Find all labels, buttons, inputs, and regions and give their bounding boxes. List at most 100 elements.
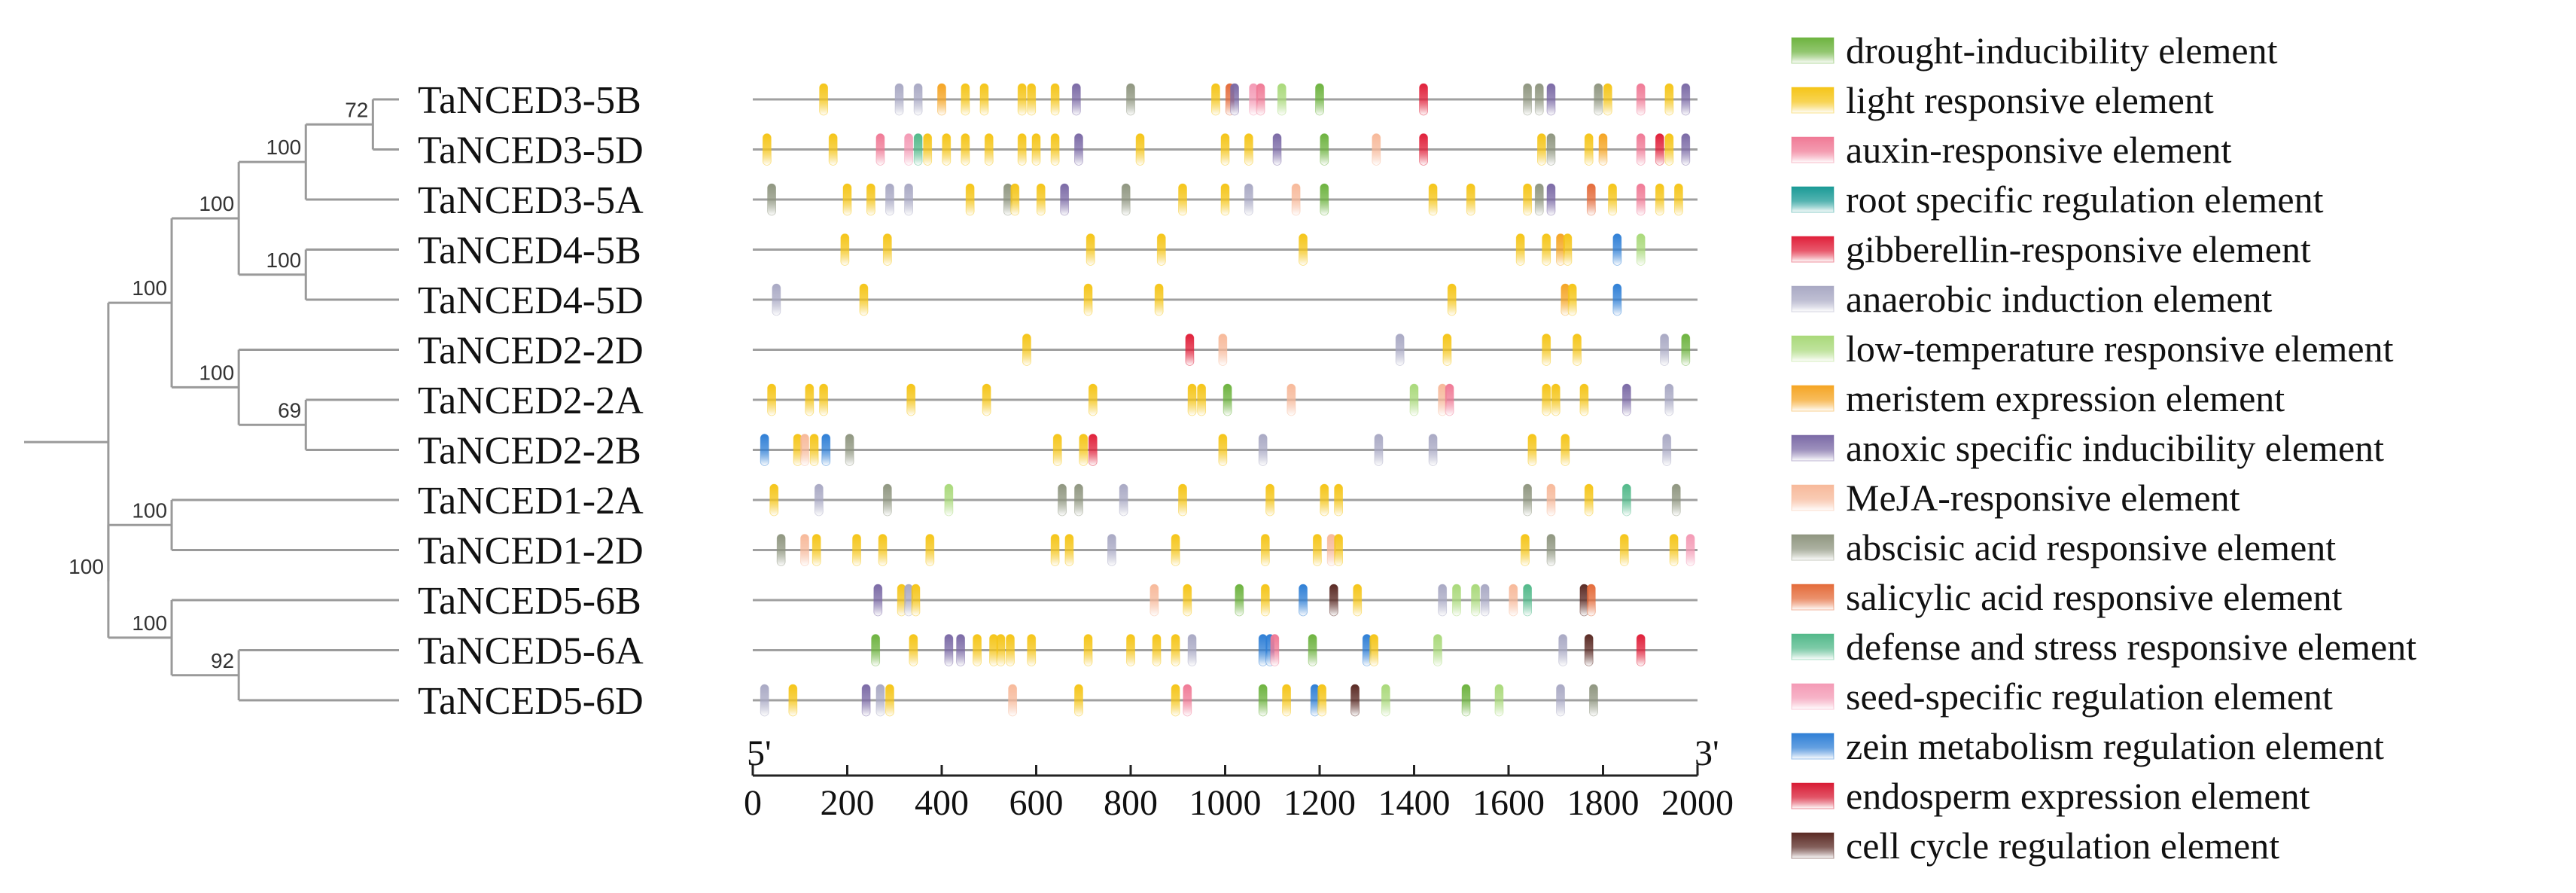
- element-light-TaNCED5-6A-6: [996, 634, 1006, 666]
- element-light-TaNCED2-2A-13: [1542, 383, 1551, 416]
- element-light-TaNCED5-6B-5: [1183, 584, 1192, 617]
- element-light-TaNCED3-5A-24: [1655, 183, 1664, 216]
- element-anoxic-TaNCED3-5A-20: [1546, 183, 1556, 216]
- gene-label-TaNCED2-2B: TaNCED2-2B: [418, 430, 641, 473]
- element-auxin-TaNCED5-6D-8: [1183, 684, 1192, 717]
- element-anaerobic-TaNCED3-5B-2: [913, 83, 923, 116]
- gene-label-TaNCED4-5B: TaNCED4-5B: [418, 230, 641, 273]
- legend-label-root: root specific regulation element: [1846, 178, 2324, 221]
- element-cellcycle-TaNCED5-6A-22: [1584, 634, 1594, 666]
- element-anaerobic-TaNCED2-2B-12: [1428, 434, 1438, 466]
- element-zein-TaNCED4-5B-9: [1612, 233, 1622, 266]
- element-light-TaNCED4-5B-5: [1515, 233, 1525, 266]
- x-tick-label-800: 800: [1104, 783, 1158, 823]
- element-anaerobic-TaNCED1-2A-6: [1119, 483, 1128, 517]
- element-seed-TaNCED3-5D-3: [904, 133, 913, 166]
- element-light-TaNCED5-6D-4: [885, 684, 894, 717]
- element-light-TaNCED3-5D-22: [1584, 133, 1594, 166]
- element-light-TaNCED5-6B-10: [1353, 584, 1363, 617]
- element-mejA-TaNCED2-2A-9: [1286, 383, 1296, 416]
- element-light-TaNCED1-2D-14: [1521, 534, 1530, 566]
- legend-swatch-auxin: [1791, 136, 1835, 163]
- element-anaerobic-TaNCED3-5B-1: [894, 83, 904, 116]
- element-light-TaNCED2-2A-7: [1197, 383, 1207, 416]
- legend-label-meristem: meristem expression element: [1846, 377, 2285, 419]
- element-light-TaNCED2-2A-15: [1579, 383, 1589, 416]
- element-gibberellin-TaNCED2-2B-8: [1088, 434, 1098, 466]
- element-light-TaNCED3-5A-22: [1608, 183, 1617, 216]
- element-anoxic-TaNCED5-6D-2: [861, 684, 871, 717]
- element-light-TaNCED4-5B-0: [840, 233, 850, 266]
- element-abscisic-TaNCED3-5B-22: [1594, 83, 1603, 116]
- bootstrap-n100f: 100: [132, 498, 167, 522]
- bootstrap-n72: 72: [345, 98, 368, 121]
- element-drought-TaNCED5-6A-0: [871, 634, 881, 666]
- element-light-TaNCED2-2B-6: [1052, 434, 1062, 466]
- element-drought-TaNCED3-5B-17: [1315, 83, 1324, 116]
- bootstrap-n92: 92: [211, 649, 234, 672]
- element-mejA-TaNCED1-2A-12: [1546, 483, 1556, 517]
- element-light-TaNCED3-5A-25: [1673, 183, 1683, 216]
- element-light-TaNCED3-5D-1: [828, 133, 838, 166]
- element-anaerobic-TaNCED2-2B-10: [1258, 434, 1268, 466]
- bootstrap-n100e: 100: [132, 276, 167, 300]
- element-anoxic-TaNCED5-6A-2: [944, 634, 954, 666]
- element-mejA-TaNCED5-6D-5: [1008, 684, 1018, 717]
- element-light-TaNCED1-2D-9: [1171, 534, 1180, 566]
- element-light-TaNCED1-2D-5: [925, 534, 935, 566]
- element-light-TaNCED1-2D-17: [1669, 534, 1679, 566]
- element-light-TaNCED5-6A-11: [1152, 634, 1162, 666]
- element-light-TaNCED3-5B-0: [819, 83, 829, 116]
- element-light-TaNCED5-6D-6: [1074, 684, 1083, 717]
- gene-label-TaNCED3-5B: TaNCED3-5B: [418, 79, 641, 122]
- element-seed-TaNCED1-2D-18: [1685, 534, 1695, 566]
- element-light-TaNCED5-6A-7: [1006, 634, 1015, 666]
- element-anaerobic-TaNCED5-6A-21: [1558, 634, 1568, 666]
- element-light-TaNCED3-5B-5: [979, 83, 989, 116]
- element-light-TaNCED4-5D-2: [1083, 283, 1093, 316]
- element-light-TaNCED1-2D-6: [1050, 534, 1060, 566]
- element-light-TaNCED2-2D-4: [1442, 334, 1452, 366]
- element-light-TaNCED3-5B-6: [1017, 83, 1027, 116]
- element-light-TaNCED1-2D-13: [1334, 534, 1343, 566]
- element-mejA-TaNCED2-2B-2: [800, 434, 809, 466]
- gene-label-TaNCED1-2A: TaNCED1-2A: [418, 480, 644, 523]
- x-tick-label-1400: 1400: [1378, 783, 1451, 823]
- element-abscisic-TaNCED2-2B-5: [845, 434, 854, 466]
- element-light-TaNCED5-6B-3: [911, 584, 921, 617]
- element-light-TaNCED5-6B-7: [1260, 584, 1270, 617]
- element-gibberellin-TaNCED3-5B-18: [1419, 83, 1428, 116]
- element-drought-TaNCED2-2D-8: [1681, 334, 1691, 366]
- gene-label-TaNCED5-6A: TaNCED5-6A: [418, 630, 644, 673]
- element-light-TaNCED4-5B-1: [882, 233, 892, 266]
- element-light-TaNCED5-6D-12: [1317, 684, 1327, 717]
- element-light-TaNCED2-2B-7: [1079, 434, 1089, 466]
- element-light-TaNCED5-6A-12: [1171, 634, 1180, 666]
- element-light-TaNCED1-2A-9: [1320, 483, 1329, 517]
- element-light-TaNCED4-5D-3: [1154, 283, 1164, 316]
- element-light-TaNCED3-5B-8: [1050, 83, 1060, 116]
- element-light-TaNCED5-6A-8: [1027, 634, 1037, 666]
- element-light-TaNCED3-5A-5: [965, 183, 975, 216]
- element-light-TaNCED1-2D-10: [1260, 534, 1270, 566]
- element-salicylic-TaNCED3-5A-21: [1586, 183, 1596, 216]
- element-abscisic-TaNCED1-2A-4: [1058, 483, 1067, 517]
- element-light-TaNCED3-5D-20: [1537, 133, 1546, 166]
- legend-swatch-mejA: [1791, 484, 1835, 511]
- element-light-TaNCED3-5D-13: [1135, 133, 1145, 166]
- element-anoxic-TaNCED3-5B-26: [1681, 83, 1691, 116]
- element-defense-TaNCED5-6B-16: [1523, 584, 1532, 617]
- element-light-TaNCED3-5D-0: [762, 133, 772, 166]
- element-light-TaNCED5-6A-4: [973, 634, 982, 666]
- element-auxin-TaNCED3-5B-24: [1636, 83, 1646, 116]
- element-lowtemp-TaNCED5-6B-13: [1471, 584, 1480, 617]
- element-anoxic-TaNCED5-6B-0: [873, 584, 883, 617]
- bootstrap-n100a: 100: [266, 136, 302, 159]
- element-anaerobic-TaNCED2-2B-11: [1374, 434, 1384, 466]
- element-light-TaNCED2-2A-2: [819, 383, 829, 416]
- element-anaerobic-TaNCED5-6D-3: [875, 684, 885, 717]
- x-tick-label-1600: 1600: [1472, 783, 1545, 823]
- legend-swatch-cellcycle: [1791, 832, 1835, 859]
- three-prime-label: 3': [1694, 733, 1719, 773]
- element-anaerobic-TaNCED5-6D-17: [1556, 684, 1565, 717]
